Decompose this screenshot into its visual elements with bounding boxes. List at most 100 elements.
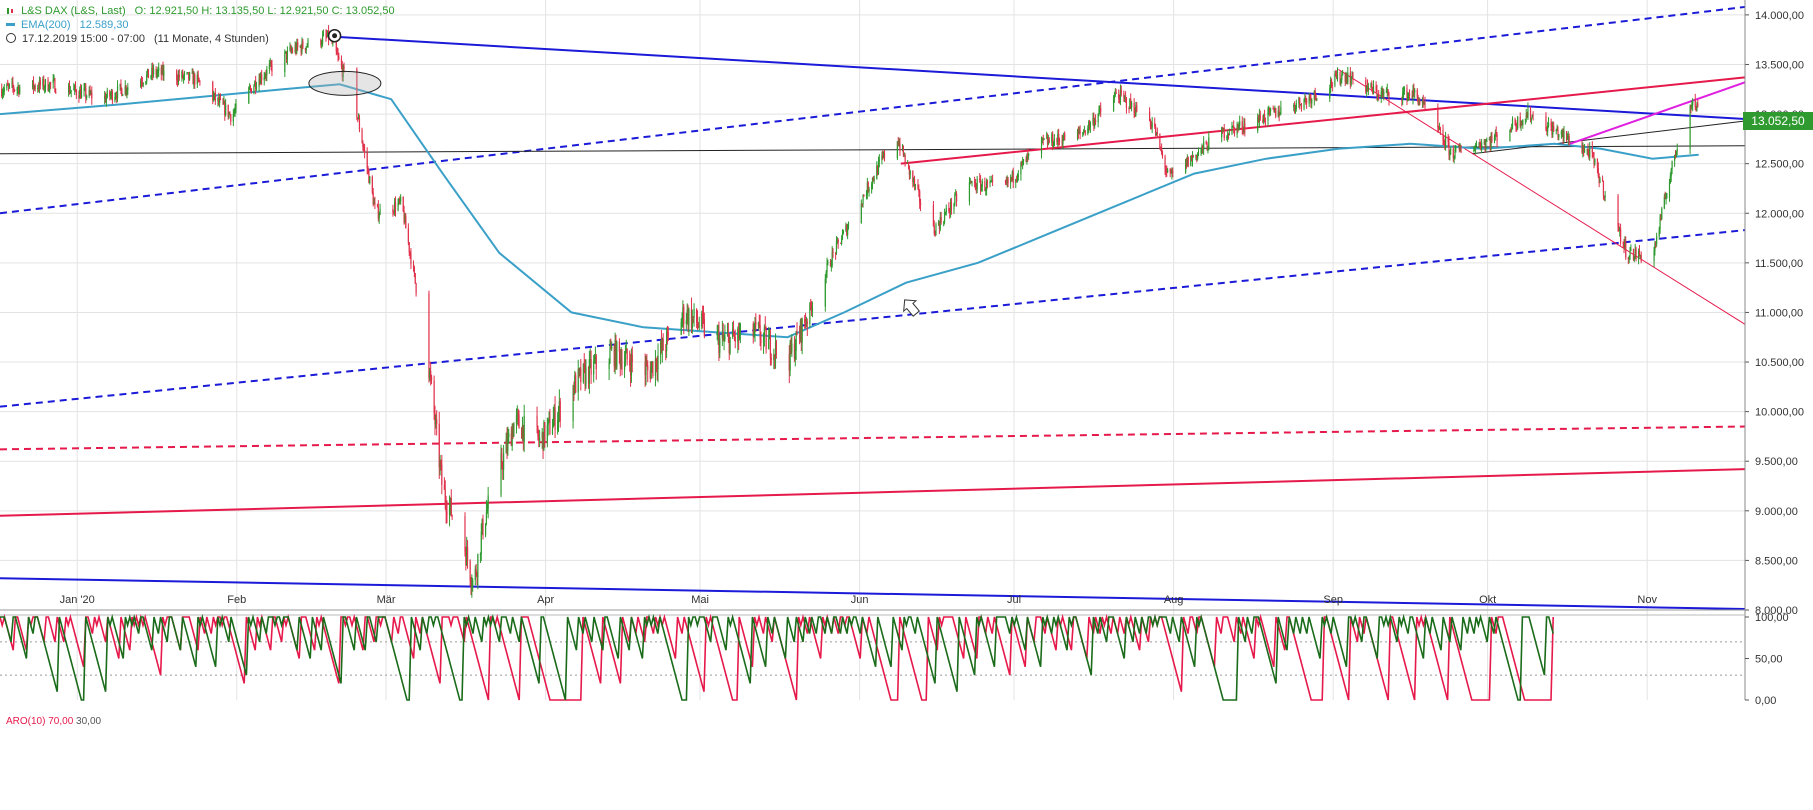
candle-body — [1299, 97, 1301, 105]
candle-body — [724, 335, 726, 339]
candle-body — [91, 92, 93, 99]
candle-body — [12, 82, 14, 87]
candle-body — [809, 302, 811, 324]
candle-body — [80, 89, 82, 99]
candle-body — [430, 376, 433, 381]
candle-body — [1306, 99, 1308, 104]
candle-body — [903, 155, 905, 157]
candle-body — [104, 96, 106, 99]
candle-body — [291, 50, 294, 52]
trend-line-blue — [0, 229, 1746, 408]
candle-body — [466, 547, 468, 566]
candle-body — [338, 56, 340, 59]
candle-body — [860, 203, 862, 224]
candle-body — [1005, 181, 1007, 184]
candle-body — [1185, 159, 1188, 167]
candle-body — [1222, 128, 1224, 132]
candle-body — [1443, 141, 1445, 143]
candle-body — [235, 103, 237, 110]
candle-body — [1124, 96, 1127, 99]
candle-body — [1656, 236, 1658, 245]
candle-body — [1004, 180, 1007, 182]
candle-body — [1421, 100, 1424, 103]
candle-body — [618, 341, 621, 352]
candle-body — [34, 85, 36, 89]
candle-body — [974, 182, 977, 189]
candle-body — [1268, 108, 1270, 110]
candle-body — [1197, 153, 1200, 155]
candle-body — [1197, 153, 1199, 159]
candle-body — [1587, 148, 1589, 153]
candle-body — [872, 177, 874, 180]
candle-body — [1460, 148, 1462, 153]
candle-body — [904, 155, 906, 164]
candle-body — [938, 223, 941, 229]
candle-body — [254, 81, 256, 87]
candle-body — [737, 328, 739, 342]
candle-body — [1293, 105, 1296, 110]
candle-body — [219, 98, 221, 103]
candle-body — [804, 318, 806, 323]
y-tick-label: 10.500,00 — [1755, 357, 1804, 369]
candle-body — [1459, 148, 1461, 150]
candle-body — [523, 415, 525, 442]
candle-body — [1515, 124, 1517, 127]
marker-dot — [332, 33, 338, 39]
candle-body — [1594, 158, 1596, 164]
candle-body — [152, 68, 155, 75]
candle-body — [1118, 93, 1120, 99]
candle-body — [7, 84, 9, 86]
y-tick-label: 13.500,00 — [1755, 59, 1804, 71]
candle-body — [446, 512, 448, 515]
candle-body — [37, 87, 39, 89]
candle-body — [1634, 249, 1636, 258]
candle-body — [1305, 97, 1307, 100]
candle-body — [516, 413, 518, 416]
candle-body — [177, 74, 180, 82]
candle-body — [1344, 74, 1346, 82]
y-tick-label: 12.500,00 — [1755, 159, 1804, 171]
candle-body — [764, 326, 766, 328]
candle-body — [1228, 133, 1230, 135]
candle-body — [1623, 242, 1625, 248]
candle-body — [1666, 197, 1668, 199]
candle-body — [1521, 122, 1523, 126]
candle-body — [1336, 74, 1338, 79]
candle-body — [824, 278, 826, 307]
indicator-legend: ARO(10) 70,00 30,00 — [6, 716, 101, 727]
candle-body — [372, 192, 374, 205]
candle-body — [438, 423, 440, 468]
candle-body — [1408, 93, 1411, 96]
candle-body — [1372, 88, 1374, 94]
candle-body — [945, 208, 947, 213]
candle-body — [197, 74, 199, 79]
candle-body — [1345, 76, 1347, 82]
candle-body — [1583, 147, 1585, 153]
candle-body — [1042, 137, 1044, 140]
x-tick-label: Mai — [691, 594, 709, 606]
candle-body — [50, 82, 52, 84]
candle-body — [1527, 108, 1529, 118]
candle-body — [901, 146, 904, 151]
candle-body — [1052, 134, 1054, 147]
candle-body — [1171, 171, 1173, 174]
candle-body — [882, 155, 884, 157]
candle-body — [558, 401, 560, 412]
candle-body — [515, 415, 518, 424]
candle-body — [1257, 117, 1260, 122]
candle-body — [1694, 99, 1696, 108]
candle-body — [912, 171, 914, 182]
candle-body — [1017, 174, 1019, 177]
indicator-label: ARO(10) — [6, 716, 46, 727]
candle-body — [898, 143, 900, 146]
candle-body — [465, 551, 467, 566]
candle-body — [439, 461, 441, 468]
candle-body — [1365, 79, 1367, 93]
candle-body — [1385, 91, 1387, 93]
candle-body — [1372, 85, 1375, 94]
candle-body — [932, 204, 935, 227]
candle-body — [1125, 98, 1128, 108]
candle-body — [1201, 145, 1203, 149]
candle-body — [188, 72, 190, 80]
